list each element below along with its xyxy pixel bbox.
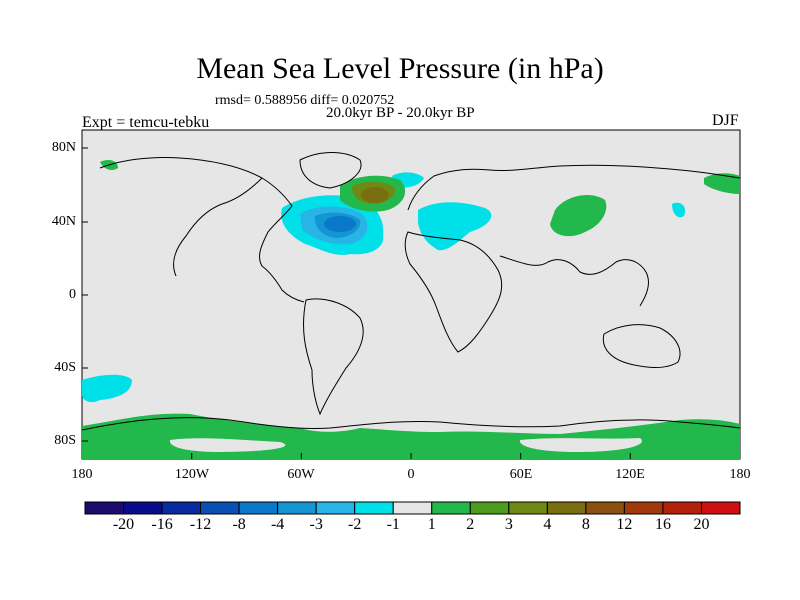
anomaly-fields (82, 160, 740, 459)
colorbar-box (123, 501, 163, 515)
coast-africa (404, 231, 503, 353)
y-tick-label: 0 (69, 287, 76, 302)
negative-anomaly-japan (672, 202, 686, 218)
colorbar-label: -1 (386, 516, 400, 533)
colorbar-box (585, 501, 625, 515)
colorbar-label: -8 (232, 516, 246, 533)
coast-south-america (303, 298, 364, 416)
coast-australia (602, 324, 681, 368)
colorbar-box (392, 501, 433, 515)
colorbar-box (200, 501, 240, 515)
colorbar-label: -20 (112, 516, 135, 533)
coast-asia-south (499, 255, 649, 307)
positive-anomaly-antarctica-gap2 (519, 438, 642, 452)
colorbar-label: -16 (151, 516, 173, 533)
y-tick-label: 40N (51, 214, 76, 229)
colorbar-box (161, 501, 202, 515)
positive-anomaly-north-atlantic-center (361, 187, 389, 203)
negative-anomaly-south-pacific (82, 374, 132, 403)
positive-anomaly-antarctica-gap (169, 438, 286, 452)
period-text: 20.0kyr BP - 20.0kyr BP (326, 105, 475, 121)
coast-europe (407, 164, 741, 211)
colorbar-label: -4 (270, 516, 285, 533)
x-tick-label: 60W (287, 467, 315, 482)
colorbar-label: 20 (693, 516, 710, 533)
coast-north-america (99, 157, 305, 303)
colorbar-box (277, 501, 317, 515)
coastlines (81, 152, 741, 431)
colorbar-label: 8 (581, 516, 590, 533)
positive-anomaly-siberia (704, 173, 740, 194)
colorbar-box (431, 501, 471, 515)
colorbar-box (546, 501, 587, 515)
x-tick-label: 60E (509, 467, 533, 482)
chart-title: Mean Sea Level Pressure (in hPa) (196, 52, 604, 85)
colorbar-box (508, 501, 548, 515)
x-tick-label: 120W (174, 467, 210, 482)
colorbar-box (354, 501, 394, 515)
coast-greenland (299, 152, 362, 189)
colorbar-box (238, 501, 279, 515)
coast-antarctica (81, 417, 741, 431)
colorbar-box (84, 501, 125, 515)
colorbar-label: 1 (427, 516, 436, 533)
negative-anomaly-mediterranean (418, 202, 492, 251)
colorbar-label: -3 (309, 516, 323, 533)
colorbar-box (700, 501, 741, 515)
colorbar (84, 501, 741, 515)
colorbar-label: 2 (466, 516, 475, 533)
y-tick-label: 80N (51, 140, 76, 155)
negative-anomaly-atlantic-center (324, 216, 356, 232)
x-tick-label: 180 (71, 467, 93, 482)
colorbar-box (315, 501, 356, 515)
x-tick-label: 180 (729, 467, 751, 482)
y-tick-label: 40S (54, 360, 76, 375)
colorbar-box (469, 501, 510, 515)
stats-text: rmsd= 0.588956 diff= 0.020752 (215, 93, 395, 108)
colorbar-box (662, 501, 702, 515)
colorbar-label: 3 (504, 516, 513, 533)
x-tick-label: 0 (407, 467, 415, 482)
x-tick-label: 120E (615, 467, 645, 482)
experiment-label: Expt = temcu-tebku (82, 114, 210, 131)
season-label: DJF (712, 112, 739, 129)
colorbar-label: 12 (616, 516, 633, 533)
colorbar-label: 16 (654, 516, 671, 533)
colorbar-label: 4 (543, 516, 552, 533)
colorbar-label: -2 (348, 516, 362, 533)
y-tick-label: 80S (54, 433, 76, 448)
colorbar-label: -12 (189, 516, 212, 533)
colorbar-box (623, 501, 664, 515)
axis-ticks (82, 147, 631, 459)
positive-anomaly-asia (550, 195, 607, 237)
